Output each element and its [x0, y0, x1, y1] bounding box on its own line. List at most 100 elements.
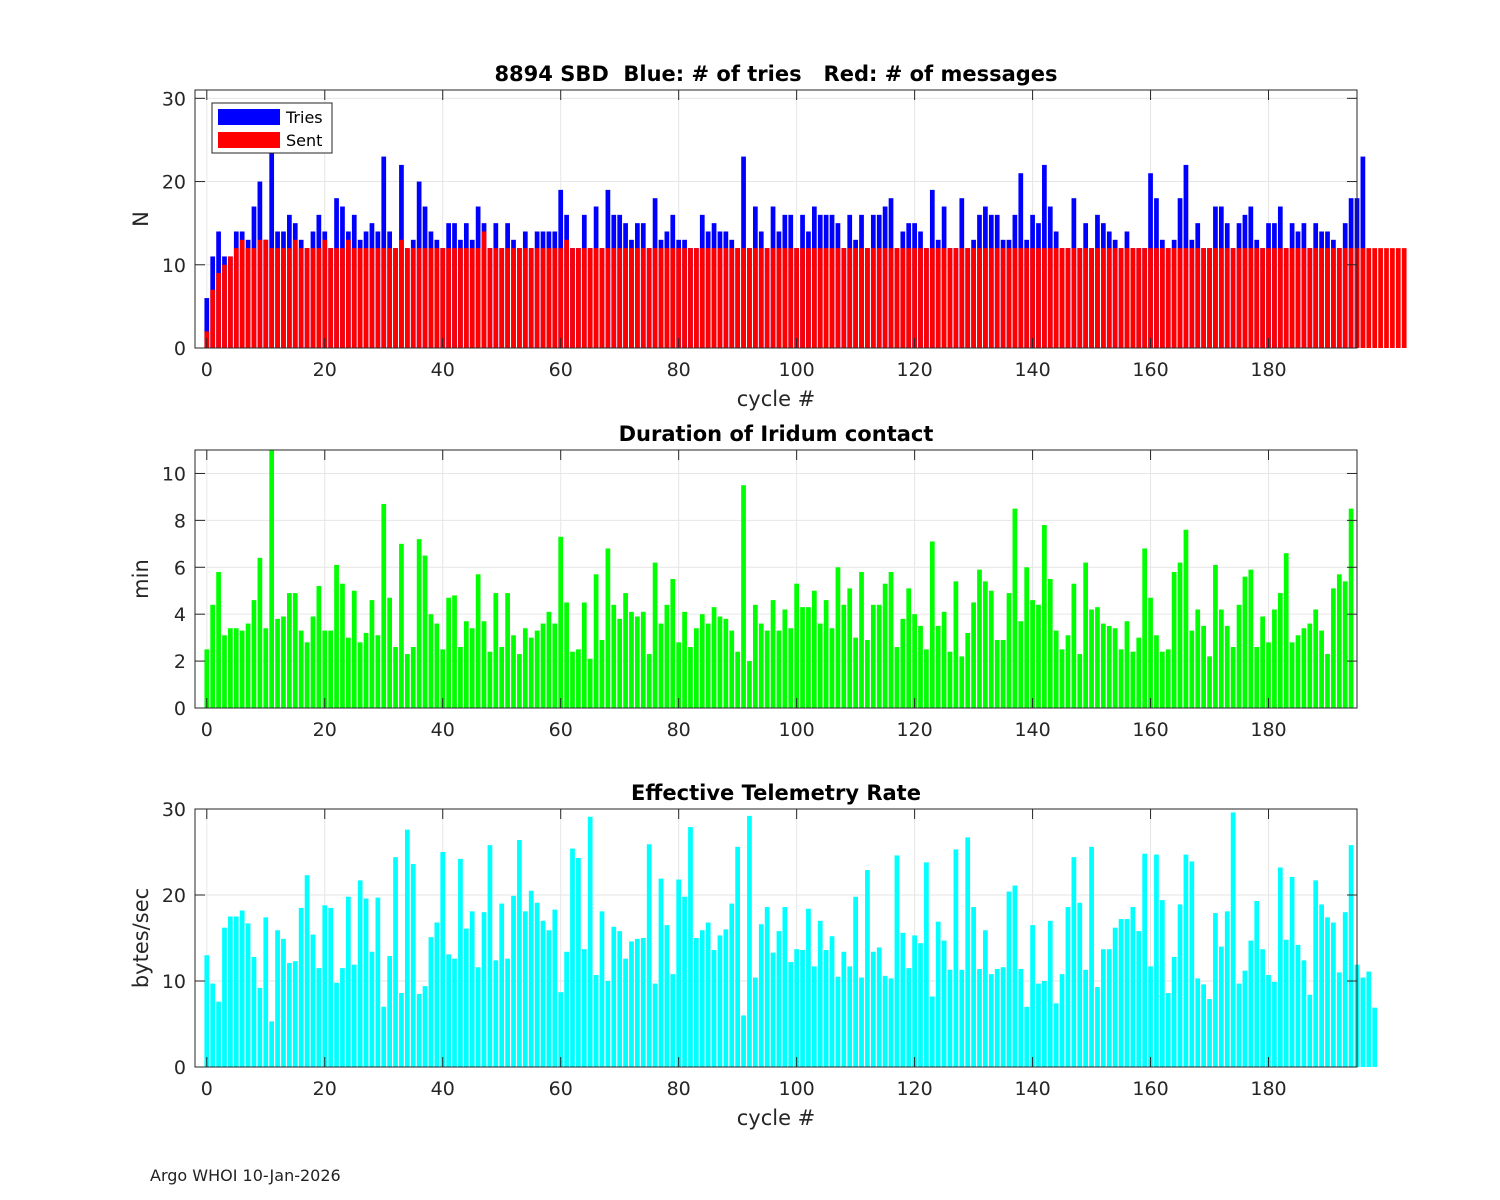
tries-sent-bar [1154, 248, 1159, 348]
duration-duration-bar [1307, 623, 1313, 708]
duration-duration-bar [1012, 508, 1018, 708]
tries-sent-bar [646, 248, 652, 348]
tries-sent-bar [576, 248, 581, 348]
tries-sent-bar [924, 248, 929, 348]
duration-duration-bar [1106, 625, 1112, 708]
rate-rate-bar [918, 943, 923, 1067]
duration-duration-bar [865, 639, 870, 708]
tries-sent-bar [493, 248, 499, 348]
duration-duration-bar [257, 557, 263, 708]
tries-sent-bar [735, 248, 741, 348]
duration-duration-bar [1118, 649, 1124, 708]
tries-sent-bar [1272, 248, 1277, 348]
tries-sent-bar [1095, 248, 1100, 348]
tries-legend: Tries Sent [211, 102, 333, 154]
rate-rate-bar [499, 903, 505, 1067]
rate-rate-bar [1047, 920, 1053, 1067]
duration-duration-bar [741, 485, 746, 708]
duration-duration-bar [1195, 609, 1201, 708]
rate-x-axis-label: cycle # [737, 1106, 816, 1130]
duration-duration-bar [688, 647, 693, 708]
tries-sent-bar [959, 248, 965, 348]
rate-rate-bar [251, 956, 257, 1067]
tries-sent-bar [263, 239, 269, 348]
tries-x-tick-label: 40 [431, 359, 455, 381]
tries-sent-bar [988, 248, 994, 348]
rate-rate-bar [764, 907, 770, 1067]
rate-rate-bar [570, 848, 575, 1067]
tries-sent-bar [1301, 248, 1307, 348]
duration-duration-bar [1059, 649, 1065, 708]
tries-sent-bar [511, 248, 516, 348]
rate-y-tick-label: 10 [162, 971, 186, 993]
rate-y-tick-label: 20 [162, 885, 186, 907]
rate-rate-bar [617, 931, 623, 1067]
rate-rate-bar [723, 929, 729, 1067]
duration-duration-bar [841, 604, 847, 708]
duration-duration-bar [1242, 576, 1248, 708]
tries-sent-bar [363, 248, 369, 348]
rate-rate-bar [664, 925, 670, 1067]
duration-duration-bar [587, 658, 593, 708]
duration-duration-bar [947, 651, 953, 708]
tries-sent-bar [469, 248, 475, 348]
rate-rate-bar [1183, 854, 1189, 1067]
rate-rate-bar [906, 968, 912, 1067]
duration-duration-bar [1236, 604, 1242, 708]
rate-x-tick-label: 0 [201, 1078, 213, 1100]
tries-sent-bar [1395, 248, 1401, 348]
rate-rate-bar [346, 896, 351, 1067]
tries-sent-bar [581, 248, 587, 348]
tries-sent-bar [1106, 248, 1112, 348]
rate-rate-bar [711, 950, 717, 1067]
duration-duration-bar [599, 639, 605, 708]
duration-duration-bar [617, 618, 623, 708]
duration-y-tick-label: 2 [174, 651, 186, 673]
tries-sent-bar [729, 248, 735, 348]
tries-sent-bar [481, 231, 487, 348]
rate-rate-bar [1177, 904, 1183, 1067]
tries-sent-bar [1277, 248, 1283, 348]
tries-sent-bar [269, 248, 275, 348]
duration-duration-bar [1260, 616, 1265, 708]
duration-duration-bar [929, 541, 935, 708]
duration-duration-bar [576, 649, 581, 708]
tries-sent-bar [1213, 248, 1218, 348]
rate-rate-bar [1089, 846, 1094, 1067]
tries-sent-bar [292, 239, 298, 348]
tries-sent-bar [505, 248, 510, 348]
tries-sent-bar [351, 248, 357, 348]
rate-rate-bar [593, 974, 599, 1067]
tries-sent-bar [298, 248, 304, 348]
duration-duration-bar [581, 602, 587, 708]
tries-sent-bar [1071, 248, 1077, 348]
duration-x-tick-label: 140 [1014, 719, 1050, 741]
rate-rate-bar [623, 958, 628, 1067]
rate-rate-bar [1272, 981, 1277, 1067]
rate-rate-bar [1342, 912, 1348, 1067]
rate-rate-bar [493, 960, 499, 1067]
tries-sent-bar [552, 248, 558, 348]
tries-sent-bar [1218, 248, 1224, 348]
duration-duration-bar [298, 630, 304, 708]
tries-sent-bar [994, 248, 1000, 348]
duration-duration-bar [977, 569, 982, 708]
rate-rate-bar [1283, 939, 1289, 1067]
tries-sent-bar [522, 248, 528, 348]
duration-duration-bar [263, 628, 269, 708]
rate-rate-bar [239, 910, 245, 1067]
rate-rate-bar [841, 951, 847, 1067]
rate-rate-bar [1077, 902, 1083, 1067]
duration-duration-bar [458, 647, 463, 708]
tries-sent-bar [251, 248, 257, 348]
rate-x-tick-label: 40 [431, 1078, 455, 1100]
tries-sent-bar [623, 248, 628, 348]
tries-sent-bar [782, 248, 788, 348]
tries-y-axis-label: N [129, 211, 153, 227]
tries-x-tick-label: 100 [779, 359, 815, 381]
duration-duration-bar [924, 649, 929, 708]
duration-plot-area [195, 450, 1357, 708]
duration-duration-bar [1230, 647, 1236, 708]
duration-duration-bar [287, 593, 292, 708]
tries-sent-bar [1036, 248, 1041, 348]
